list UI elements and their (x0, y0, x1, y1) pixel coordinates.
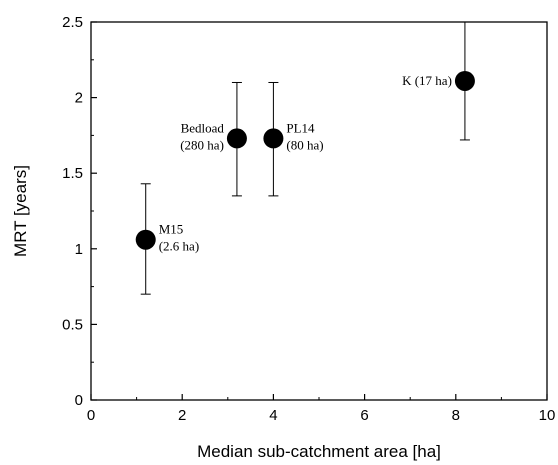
x-tick-label: 2 (178, 407, 186, 424)
x-tick-label: 8 (452, 407, 460, 424)
point-labels: M15 (2.6 ha) Bedload (280 ha) PL14 (80 ha) K (… (159, 73, 452, 254)
y-axis-title: MRT [years] (11, 165, 30, 257)
x-tick-label: 0 (87, 407, 95, 424)
data-points (135, 70, 475, 250)
point-label: M15 (159, 222, 184, 237)
data-point (135, 229, 156, 250)
point-label: (2.6 ha) (159, 239, 199, 254)
data-point (263, 128, 284, 149)
data-point (454, 70, 475, 91)
point-label: PL14 (286, 120, 315, 135)
axis-ticks: 0 2 4 6 8 10 0 0.5 1 1.5 2 2.5 (62, 14, 555, 424)
y-tick-label: 0.5 (62, 316, 83, 333)
y-tick-label: 1.5 (62, 165, 83, 182)
point-label: K (17 ha) (402, 73, 452, 88)
point-label: Bedload (181, 120, 225, 135)
y-tick-label: 0 (75, 392, 83, 409)
x-tick-label: 6 (360, 407, 368, 424)
point-label: (80 ha) (286, 137, 323, 152)
y-tick-label: 1 (75, 241, 83, 258)
x-axis-title: Median sub-catchment area [ha] (197, 442, 441, 461)
x-tick-label: 4 (269, 407, 277, 424)
plot-area (90, 21, 548, 401)
y-tick-label: 2.5 (62, 14, 83, 31)
data-point (226, 128, 247, 149)
y-tick-label: 2 (75, 90, 83, 107)
point-label: (280 ha) (180, 137, 224, 152)
x-tick-label: 10 (539, 407, 556, 424)
